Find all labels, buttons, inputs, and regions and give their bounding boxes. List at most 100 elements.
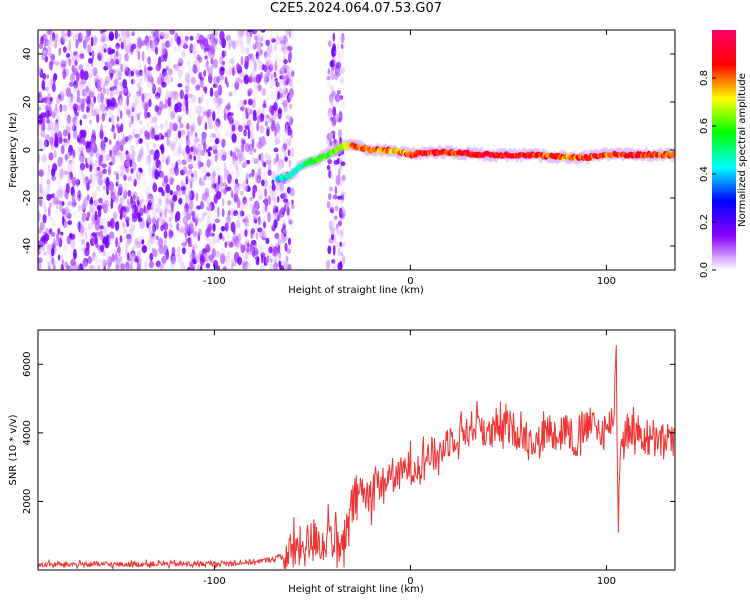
spectrogram-noise-speckle <box>87 110 92 118</box>
spectrogram-noise-speckle <box>338 157 342 164</box>
spectrogram-noise-speckle <box>290 147 295 158</box>
spectrogram-noise-speckle <box>235 167 240 178</box>
spectrogram-noise-speckle <box>110 73 113 81</box>
spectrogram-noise-speckle <box>170 106 174 112</box>
spectrogram-noise-speckle <box>230 189 234 198</box>
spectrogram-noise-speckle <box>181 50 186 58</box>
spectrogram-noise-speckle <box>117 70 122 81</box>
spectrogram-noise-speckle <box>264 202 268 213</box>
spectrogram-noise-speckle <box>70 258 76 267</box>
spectrogram-noise-speckle <box>234 185 240 195</box>
spectrogram-noise-speckle <box>143 64 147 76</box>
spectrogram-noise-speckle <box>248 31 251 37</box>
spectrogram-noise-speckle <box>274 257 277 265</box>
spectrogram-noise-speckle <box>125 32 131 37</box>
spectrogram-noise-speckle <box>215 164 221 176</box>
spectrogram-noise-speckle <box>288 219 293 225</box>
spectrogram-noise-speckle <box>127 190 132 197</box>
spectrogram-noise-speckle <box>72 122 76 131</box>
spectrogram-noise-speckle <box>149 260 154 269</box>
spectrogram-noise-speckle <box>143 72 148 82</box>
spectrogram-noise-speckle <box>275 122 280 128</box>
spectrogram-noise-speckle <box>66 114 71 125</box>
spectrogram-noise-speckle <box>327 107 333 118</box>
spectrogram-noise-speckle <box>333 67 340 72</box>
spectrogram-noise-speckle <box>195 215 199 225</box>
spectrogram-noise-speckle <box>206 111 210 119</box>
spectrogram-noise-speckle <box>212 111 216 122</box>
spectrogram-noise-speckle <box>101 30 107 33</box>
spectrogram-noise-speckle <box>131 215 138 223</box>
spectrogram-noise-speckle <box>330 227 336 236</box>
spectrogram-noise-speckle <box>256 111 259 116</box>
spectrogram-noise-speckle <box>161 244 167 254</box>
spectrogram-noise-speckle <box>204 86 208 95</box>
spectrogram-noise-speckle <box>130 51 134 56</box>
spectrogram-noise-speckle <box>236 62 240 72</box>
spectrogram-noise-speckle <box>281 101 286 106</box>
spectrogram-noise-speckle <box>185 110 189 116</box>
spectrogram-noise-speckle <box>107 250 112 257</box>
spectrogram-noise-speckle <box>155 63 161 72</box>
spectrogram-noise-speckle <box>286 114 290 120</box>
spectrogram-noise-speckle <box>148 99 152 108</box>
spectrogram-noise-speckle <box>176 185 181 193</box>
spectrogram-noise-speckle <box>89 264 94 270</box>
spectrogram-noise-speckle <box>272 262 277 270</box>
spectrogram-noise-speckle <box>126 53 131 60</box>
spectrogram-noise-speckle <box>119 214 123 220</box>
spectrogram-noise-speckle <box>330 170 334 181</box>
spectrogram-noise-speckle <box>180 129 186 136</box>
spectrogram-noise-speckle <box>76 79 80 89</box>
spectrogram-noise-speckle <box>339 241 343 247</box>
spectrogram-noise-speckle <box>100 138 106 146</box>
spectrogram-noise-speckle <box>135 134 140 145</box>
spectrogram-noise-speckle <box>209 131 213 142</box>
spectrogram-noise-speckle <box>337 195 343 200</box>
spectrogram-noise-speckle <box>274 253 280 263</box>
spectrogram-noise-speckle <box>217 98 222 107</box>
spectrogram-noise-speckle <box>60 30 65 39</box>
spectrogram-noise-speckle <box>199 115 203 120</box>
spectrogram-noise-speckle <box>337 128 342 138</box>
spectrogram-noise-speckle <box>91 247 97 252</box>
spectrogram-noise-speckle <box>238 80 244 89</box>
spectrogram-noise-speckle <box>111 49 115 54</box>
spectrogram-noise-speckle <box>161 154 167 164</box>
spectrogram-noise-speckle <box>72 149 76 159</box>
spectrogram-noise-speckle <box>98 106 103 116</box>
spectrogram-noise-speckle <box>257 106 262 116</box>
spectrogram-noise-speckle <box>97 86 103 92</box>
spectrogram-noise-speckle <box>205 172 211 177</box>
spectrogram-noise-speckle <box>249 123 255 133</box>
spectrogram-noise-speckle <box>197 115 202 126</box>
spectrogram-noise-speckle <box>145 121 150 129</box>
spectrogram-noise-speckle <box>278 210 282 218</box>
spectrogram-noise-speckle <box>181 130 185 138</box>
spectrogram-noise-speckle <box>130 224 134 236</box>
spectrogram-noise-speckle <box>76 178 80 188</box>
spectrogram-noise-speckle <box>210 166 217 177</box>
spectrogram-noise-speckle <box>128 136 132 144</box>
spectrogram-noise-speckle <box>247 128 251 139</box>
spectrogram-noise-speckle <box>267 70 271 77</box>
spectrogram-noise-speckle <box>215 250 221 258</box>
spectrogram-noise-speckle <box>227 209 231 216</box>
spectrogram-noise-speckle <box>326 76 331 81</box>
spectrogram-noise-speckle <box>196 66 201 73</box>
spectrogram-noise-speckle <box>217 206 220 218</box>
spectrogram-noise-speckle <box>43 205 47 215</box>
spectrogram-noise-speckle <box>250 240 257 245</box>
spectrogram-noise-speckle <box>231 57 235 65</box>
spectrogram-noise-speckle <box>71 199 77 208</box>
spectrogram-noise-speckle <box>141 171 145 177</box>
spectrogram-noise-speckle <box>246 248 250 253</box>
spectrogram-noise-speckle <box>117 133 123 141</box>
spectrogram-noise-speckle <box>338 168 341 177</box>
spectrogram-noise-speckle <box>139 195 145 206</box>
spectrogram-noise-speckle <box>47 163 51 172</box>
spectrogram-noise-speckle <box>178 159 184 170</box>
spectrogram-noise-speckle <box>281 207 285 213</box>
spectrogram-noise-speckle <box>193 170 198 180</box>
spectrogram-noise-speckle <box>196 54 201 61</box>
